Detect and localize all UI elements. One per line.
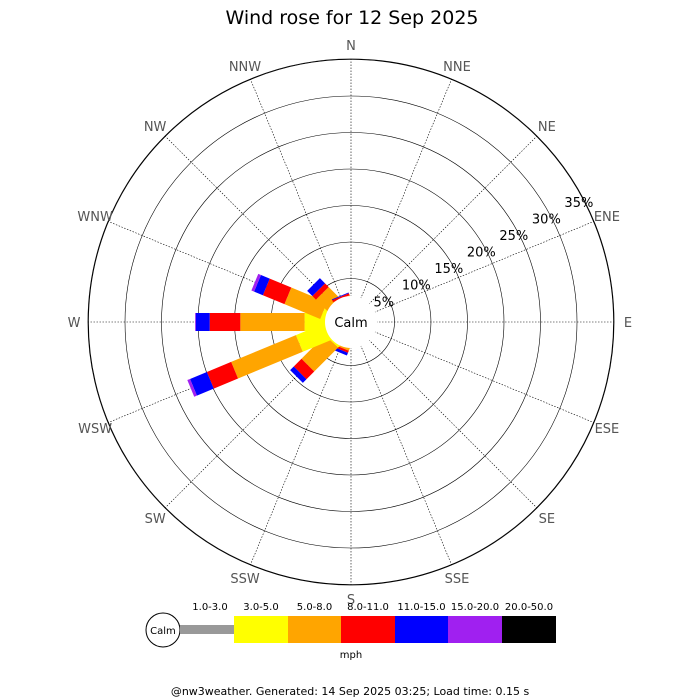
bar-sw-bin-3	[301, 335, 338, 372]
percent-label-2: 10%	[402, 279, 431, 294]
bar-w-bin-4	[209, 313, 241, 331]
bar-w-bin-6	[195, 313, 196, 331]
bar-wnw-bin-6	[251, 273, 261, 292]
legend-swatch-5	[395, 616, 448, 643]
direction-label-s: S	[347, 593, 355, 608]
legend-label-3: 5.0-8.0	[297, 602, 332, 613]
direction-label-wsw: WSW	[78, 422, 112, 437]
percent-label-4: 20%	[467, 246, 496, 261]
direction-label-ese: ESE	[595, 422, 620, 437]
bar-wnw-bin-4	[262, 278, 292, 305]
legend-label-5: 11.0-15.0	[397, 602, 445, 613]
bar-wsw-bin-5	[190, 371, 214, 396]
footer-text: @nw3weather. Generated: 14 Sep 2025 03:2…	[171, 685, 530, 698]
direction-labels: N NNE NE ENE E ESE SE SSE S SSW SW WSW W WNW NW NNW	[68, 39, 633, 608]
legend-calm-label: Calm	[150, 626, 176, 637]
percent-label-6: 30%	[532, 212, 561, 227]
chart-title: Wind rose for 12 Sep 2025	[225, 7, 478, 29]
bar-sw-bin-4	[293, 358, 315, 380]
bar-nnw-bin-5	[331, 292, 349, 301]
calm-background	[325, 296, 377, 348]
direction-label-nne: NNE	[443, 60, 471, 75]
legend-label-1: 1.0-3.0	[192, 602, 227, 613]
spoke-ssw	[250, 328, 349, 566]
bar-nw-bin-5	[307, 278, 326, 297]
spoke-ne	[355, 135, 538, 318]
bar-wsw-bin-6	[187, 378, 197, 397]
spoke-ene	[357, 221, 595, 320]
direction-label-ssw: SSW	[230, 572, 260, 587]
bar-nw-bin-4	[312, 283, 329, 300]
bar-w-bin-5	[195, 313, 210, 331]
bar-nw-bin-3	[315, 286, 341, 312]
percent-labels: 5% 10%15% 20%25% 30%35%	[373, 196, 593, 310]
spoke-ese	[357, 324, 595, 423]
spoke-nnw	[250, 78, 349, 316]
legend-swatch-2	[234, 616, 288, 643]
legend-swatch-3	[288, 616, 341, 643]
direction-label-w: W	[68, 316, 81, 331]
percent-label-1: 5%	[373, 295, 394, 310]
direction-label-ne: NE	[538, 120, 556, 135]
legend-swatch-1	[180, 625, 234, 634]
legend-label-6: 15.0-20.0	[451, 602, 499, 613]
direction-label-wnw: WNW	[77, 210, 113, 225]
direction-label-se: SE	[539, 512, 555, 527]
legend-swatch-6	[448, 616, 502, 643]
spoke-se	[355, 326, 538, 509]
legend-label-7: 20.0-50.0	[505, 602, 553, 613]
bar-sw-bin-5	[290, 366, 307, 383]
direction-label-ene: ENE	[594, 210, 620, 225]
legend-swatch-4	[341, 616, 395, 643]
percent-label-7: 35%	[564, 196, 593, 211]
spoke-nne	[353, 78, 452, 316]
bar-wnw-bin-3	[284, 287, 328, 319]
percent-label-3: 15%	[434, 262, 463, 277]
legend-label-2: 3.0-5.0	[243, 602, 278, 613]
bar-wsw-bin-4	[206, 361, 239, 389]
direction-label-n: N	[346, 39, 356, 54]
direction-label-sw: SW	[145, 512, 166, 527]
calm-label: Calm	[334, 316, 367, 331]
spoke-sse	[353, 328, 452, 566]
percent-label-5: 25%	[499, 229, 528, 244]
calm-circle: Calm	[325, 296, 377, 348]
bar-wnw-bin-5	[254, 274, 270, 296]
bar-wsw-bin-3	[231, 335, 303, 379]
grid-circle	[161, 132, 541, 512]
bar-nnw-bin-4	[332, 293, 350, 303]
direction-label-sse: SSE	[445, 572, 470, 587]
direction-label-nw: NW	[144, 120, 167, 135]
legend-units: mph	[340, 650, 362, 661]
legend-swatch-7	[502, 616, 556, 643]
legend-label-4: 8.0-11.0	[347, 602, 389, 613]
direction-label-nnw: NNW	[229, 60, 261, 75]
bar-w-bin-3	[240, 313, 305, 331]
direction-label-e: E	[624, 316, 632, 331]
legend: Calm 1.0-3.0 3.0-5.0 5.0-8.0 8.0-11.0 11.0-15…	[145, 602, 556, 661]
